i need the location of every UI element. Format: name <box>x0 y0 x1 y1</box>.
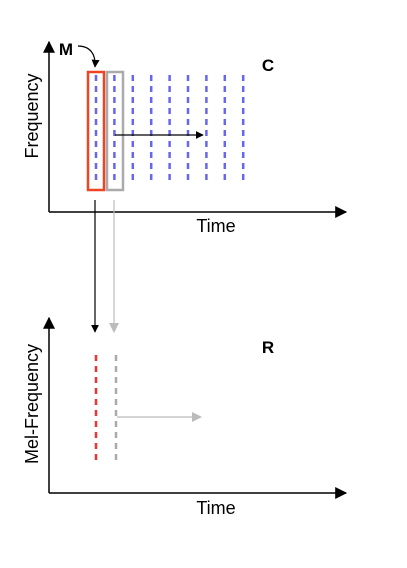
top-panel: Frequency Time C M <box>22 40 348 333</box>
bottom-panel: Mel-Frequency Time R <box>22 316 348 518</box>
bottom-y-axis-label: Mel-Frequency <box>22 344 42 464</box>
mel-matrix-label: R <box>262 338 274 357</box>
spectrogram-matrix-label: C <box>262 56 274 75</box>
spectrogram-columns <box>94 75 245 181</box>
current-frame-box <box>86 70 106 192</box>
bottom-x-axis-label: Time <box>196 498 235 518</box>
top-x-axis-label: Time <box>196 216 235 236</box>
top-y-axis-label: Frequency <box>22 73 42 158</box>
frame-pointer-arrow <box>77 45 100 68</box>
frame-label: M <box>59 40 73 59</box>
next-frame-box <box>105 70 125 192</box>
